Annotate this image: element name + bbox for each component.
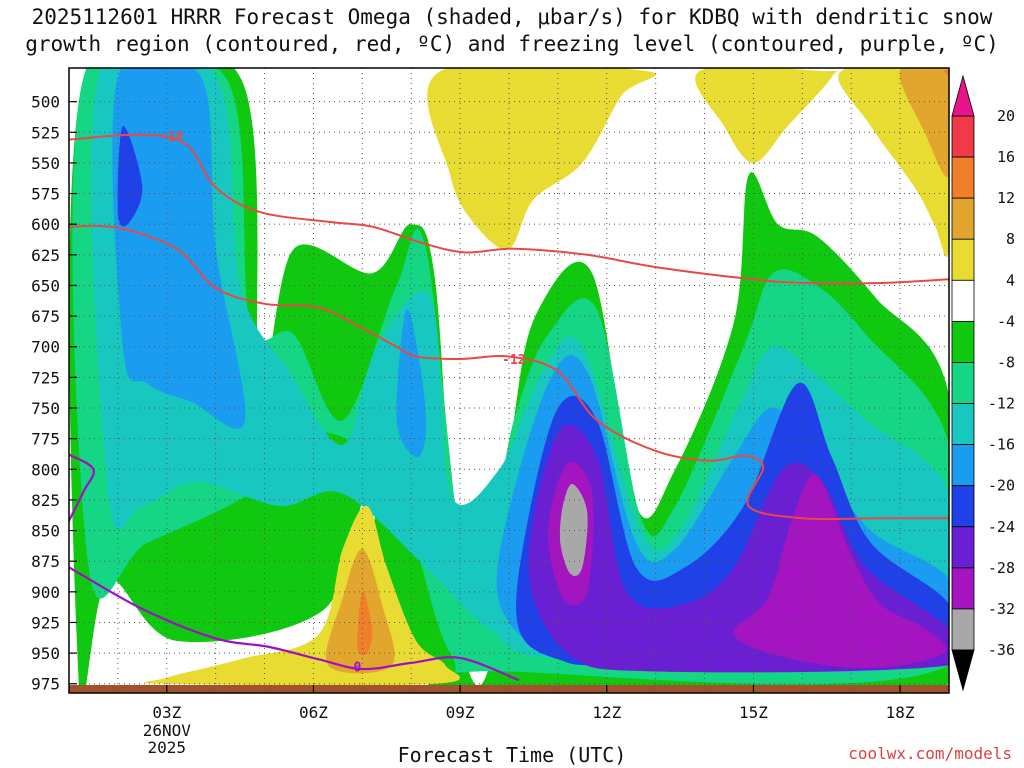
x-axis-label: Forecast Time (UTC) bbox=[397, 743, 627, 767]
y-tick-label: 750 bbox=[31, 399, 60, 418]
x-tick-label: 09Z bbox=[446, 703, 475, 722]
y-tick-label: 825 bbox=[31, 491, 60, 510]
colorbar-bin bbox=[951, 485, 975, 528]
y-tick-label: 625 bbox=[31, 246, 60, 265]
colorbar-bin bbox=[951, 115, 975, 158]
colorbar-label: -32 bbox=[988, 600, 1015, 618]
colorbar-label: -4 bbox=[997, 312, 1015, 330]
colorbar-bin bbox=[951, 320, 975, 363]
colorbar-label: -28 bbox=[988, 559, 1015, 577]
x-tick-label: 18Z bbox=[886, 703, 915, 722]
colorbar-bin bbox=[951, 362, 975, 404]
y-tick-label: 500 bbox=[31, 93, 60, 112]
colorbar-label: -24 bbox=[988, 518, 1015, 536]
omega-region-6 bbox=[117, 125, 143, 227]
x-tick-date-label: 2025 bbox=[148, 738, 187, 757]
dendritic-contour-0 bbox=[69, 133, 949, 285]
y-tick-label: 650 bbox=[31, 276, 60, 295]
omega-region-11 bbox=[559, 483, 588, 576]
colorbar-label: 4 bbox=[1006, 271, 1015, 289]
y-tick-label: 975 bbox=[31, 675, 60, 694]
y-tick-label: 675 bbox=[31, 307, 60, 326]
omega-region-16 bbox=[899, 68, 949, 177]
omega-region-13 bbox=[695, 68, 838, 163]
colorbar-label: -16 bbox=[988, 436, 1015, 454]
omega-region-3 bbox=[112, 68, 246, 429]
y-tick-label: 900 bbox=[31, 583, 60, 602]
freezing-level-contour bbox=[69, 566, 520, 682]
y-tick-label: 525 bbox=[31, 123, 60, 142]
colorbar-bin bbox=[951, 567, 975, 610]
colorbar-label: 8 bbox=[1006, 230, 1015, 248]
colorbar: 20 16 12 8 4 -4 -8 -12 -16 -20 -24 -28 -32 -36 bbox=[951, 74, 1015, 692]
title-line-1: 2025112601 HRRR Forecast Omega (shaded, … bbox=[31, 5, 993, 29]
y-tick-label: 850 bbox=[31, 522, 60, 541]
dendritic-contour-0-label: -18 bbox=[160, 130, 184, 145]
colorbar-label: 16 bbox=[997, 148, 1015, 166]
y-tick-label: 600 bbox=[31, 215, 60, 234]
colorbar-bin bbox=[951, 279, 975, 322]
omega-region-19 bbox=[357, 591, 373, 656]
colorbar-bin bbox=[951, 444, 975, 487]
colorbar-bin bbox=[951, 197, 975, 240]
colorbar-label: -36 bbox=[988, 641, 1015, 659]
contour-lines: -18 -12 0 bbox=[69, 130, 949, 682]
colorbar-label: -8 bbox=[997, 353, 1015, 371]
x-tick-label: 06Z bbox=[299, 703, 328, 722]
y-tick-label: 925 bbox=[31, 613, 60, 632]
x-tick-label: 03Z bbox=[152, 703, 181, 722]
source-credit: coolwx.com/models bbox=[848, 744, 1012, 763]
colorbar-label: 20 bbox=[997, 107, 1015, 125]
y-tick-label: 700 bbox=[31, 338, 60, 357]
colorbar-bottom-arrow bbox=[951, 649, 975, 692]
colorbar-bin bbox=[951, 526, 975, 569]
colorbar-label: -12 bbox=[988, 395, 1015, 413]
plot-frame bbox=[68, 67, 950, 694]
colorbar-label: 12 bbox=[997, 189, 1015, 207]
dendritic-contour-1 bbox=[69, 224, 949, 521]
y-tick-label: 875 bbox=[31, 552, 60, 571]
colorbar-bin bbox=[951, 403, 975, 446]
title-line-2: growth region (contoured, red, ºC) and f… bbox=[25, 32, 999, 56]
omega-region-10 bbox=[733, 474, 947, 668]
x-tick-label: 12Z bbox=[592, 703, 621, 722]
x-tick-label: 15Z bbox=[739, 703, 768, 722]
chart-title: 2025112601 HRRR Forecast Omega (shaded, … bbox=[0, 4, 1024, 58]
x-tick-date-label: 26NOV bbox=[143, 721, 192, 740]
omega-region-12 bbox=[427, 68, 656, 250]
colorbar-bin bbox=[951, 608, 975, 651]
freezing-level-contour-label: 0 bbox=[354, 661, 362, 676]
y-tick-label: 775 bbox=[31, 430, 60, 449]
grid-lines bbox=[69, 68, 949, 693]
y-tick-label: 950 bbox=[31, 644, 60, 663]
y-tick-label: 575 bbox=[31, 185, 60, 204]
dendritic-contour-1-label: -12 bbox=[502, 353, 525, 368]
colorbar-bin bbox=[951, 238, 975, 281]
colorbar-top-arrow bbox=[951, 74, 975, 117]
colorbar-label: -20 bbox=[988, 477, 1015, 495]
y-axis: 500 525 550 575 600 625 650 675 700 725 750 775 800 8… bbox=[31, 93, 77, 694]
y-tick-label: 725 bbox=[31, 368, 60, 387]
colorbar-bin bbox=[951, 156, 975, 199]
omega-region-18 bbox=[944, 70, 949, 78]
y-tick-label: 550 bbox=[31, 154, 60, 173]
y-tick-label: 800 bbox=[31, 460, 60, 479]
freezing-level-contour-left bbox=[69, 453, 95, 522]
